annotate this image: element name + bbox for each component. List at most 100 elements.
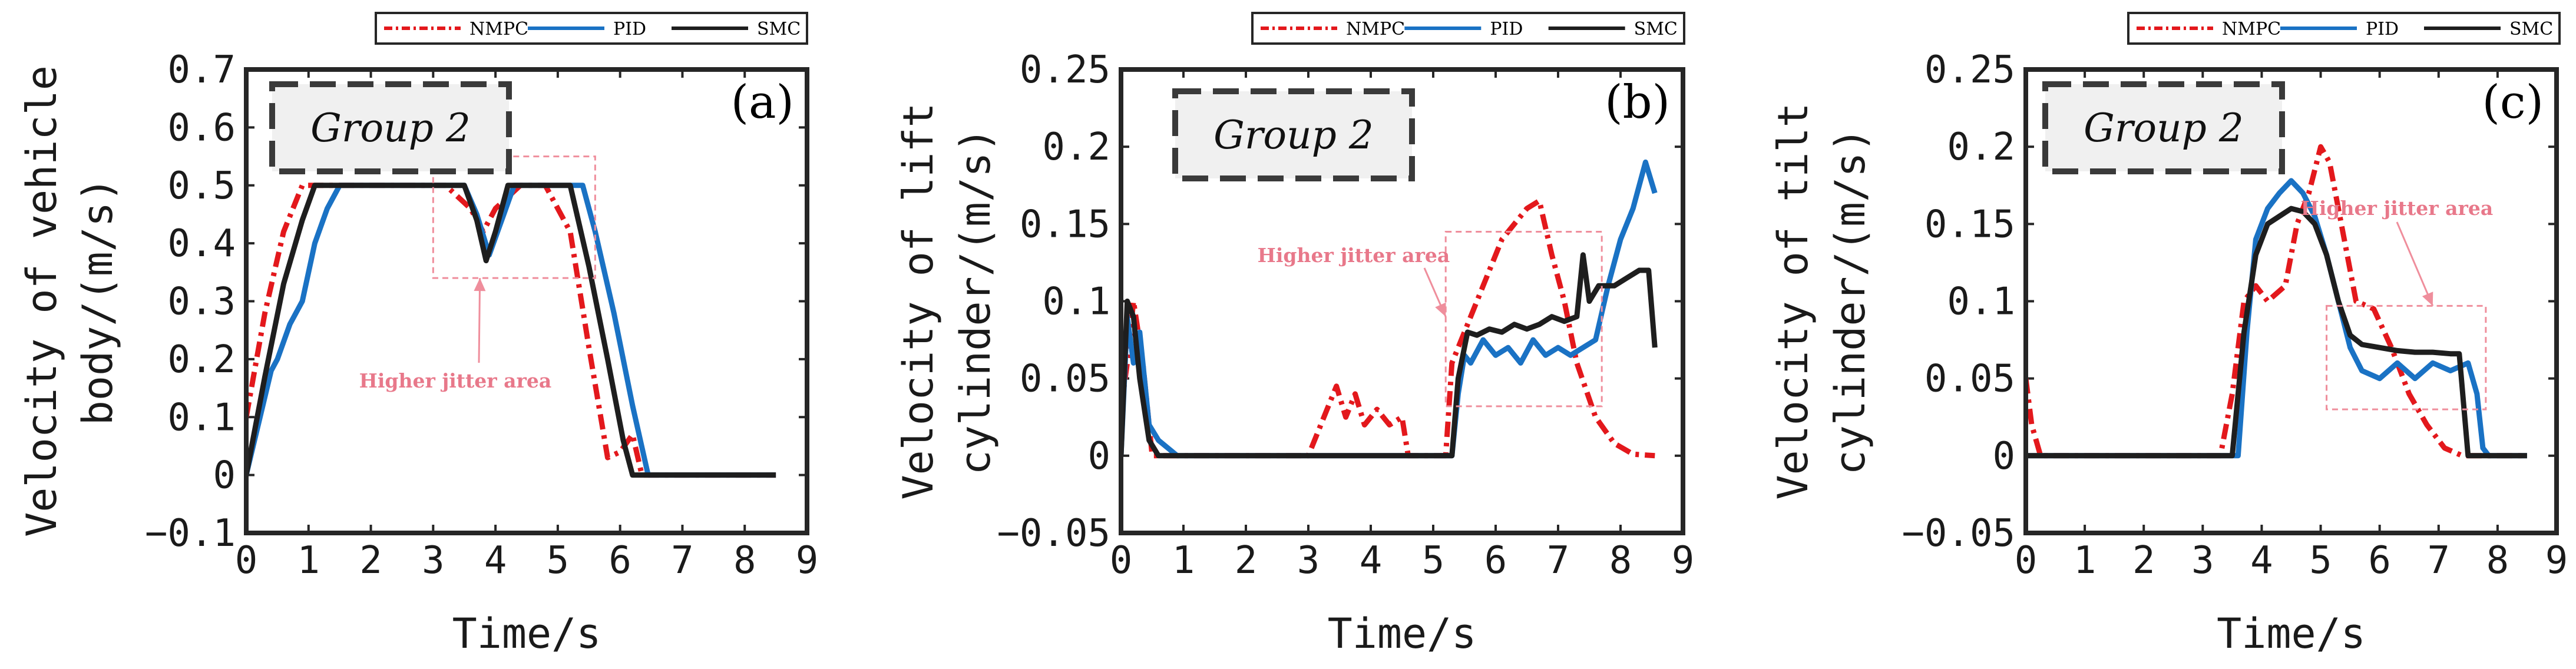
series-line-smc xyxy=(2026,206,2527,459)
jitter-box xyxy=(432,155,596,279)
legend: NMPC PID SMC xyxy=(375,12,808,45)
y-tick-label: 0 xyxy=(1087,435,1110,478)
x-tick-label: 6 xyxy=(2368,539,2391,582)
x-tick-label: 5 xyxy=(547,539,570,582)
legend-label-smc: SMC xyxy=(757,19,801,39)
series-line-pid xyxy=(246,183,776,478)
y-tick-label: 0 xyxy=(1992,435,2015,478)
series-line-nmpc xyxy=(1121,198,1655,459)
x-tick-label: 8 xyxy=(1609,539,1632,582)
x-tick-label: 6 xyxy=(1484,539,1507,582)
series-line-smc xyxy=(1121,252,1658,459)
x-axis-label: Time/s xyxy=(452,610,601,658)
y-axis-label-line: Velocity of tilt xyxy=(1769,102,1817,499)
x-tick-label: 0 xyxy=(2015,539,2038,582)
x-tick-label: 1 xyxy=(1172,539,1195,582)
y-axis-label-line: cylinder/(m/s) xyxy=(951,127,1000,475)
jitter-arrow-head xyxy=(474,278,486,292)
x-tick-label: 9 xyxy=(1672,539,1695,582)
legend-label-pid: PID xyxy=(2366,19,2399,39)
jitter-annotation: Higher jitter area xyxy=(2301,197,2494,220)
legend-label-pid: PID xyxy=(613,19,646,39)
y-tick-label: 0.1 xyxy=(167,396,236,439)
y-tick-label: −0.05 xyxy=(997,512,1110,555)
y-tick-label: 0.7 xyxy=(167,48,236,92)
x-tick-label: 2 xyxy=(359,539,382,582)
jitter-arrow-head xyxy=(1435,302,1446,317)
x-tick-label: 3 xyxy=(2191,539,2214,582)
y-tick-label: −0.1 xyxy=(145,512,236,555)
y-tick-label: 0.1 xyxy=(1947,280,2015,324)
x-tick-label: 7 xyxy=(2428,539,2451,582)
group-label: Group 2 xyxy=(1213,112,1374,158)
x-tick-label: 2 xyxy=(1235,539,1258,582)
y-tick-label: 0.2 xyxy=(1947,125,2015,169)
y-tick-label: 0.5 xyxy=(167,164,236,208)
series-line-smc xyxy=(246,183,776,478)
y-axis-label-line: Velocity of vehicle xyxy=(18,65,66,537)
y-tick-label: 0 xyxy=(213,454,236,498)
x-tick-label: 1 xyxy=(297,539,320,582)
legend: NMPC PID SMC xyxy=(1251,12,1685,45)
group-label: Group 2 xyxy=(310,105,471,151)
y-tick-label: 0.25 xyxy=(1020,48,1110,92)
jitter-arrow xyxy=(478,278,481,363)
jitter-box xyxy=(2326,304,2487,410)
x-axis-label: Time/s xyxy=(2217,610,2366,658)
x-tick-label: 0 xyxy=(1110,539,1133,582)
x-tick-label: 3 xyxy=(1297,539,1320,582)
chart-panel-b: 0 1 2 3 4 5 6 7 8 9−0.0500.050.10.150.20.25Higher… xyxy=(894,12,1695,658)
series-line-pid xyxy=(2026,178,2527,459)
axes-frame xyxy=(1119,67,1685,535)
y-tick-label: 0.2 xyxy=(167,338,236,382)
y-tick-label: 0.05 xyxy=(1020,357,1110,401)
y-tick-label: 0.15 xyxy=(1924,203,2015,246)
legend-label-smc: SMC xyxy=(1634,19,1678,39)
axes-frame xyxy=(244,67,809,535)
x-tick-label: 4 xyxy=(2250,539,2273,582)
jitter-annotation: Higher jitter area xyxy=(359,369,552,392)
y-tick-label: 0.4 xyxy=(167,222,236,266)
panel-label: (a) xyxy=(731,76,794,129)
y-axis-label-line: Velocity of lift xyxy=(894,102,943,499)
legend-label-nmpc: NMPC xyxy=(2222,19,2281,39)
jitter-box xyxy=(1444,230,1603,408)
y-axis-label-line: body/(m/s) xyxy=(74,177,122,425)
legend-label-smc: SMC xyxy=(2509,19,2553,39)
x-tick-label: 4 xyxy=(1360,539,1383,582)
x-tick-label: 9 xyxy=(796,539,819,582)
legend-label-nmpc: NMPC xyxy=(1346,19,1405,39)
x-tick-label: 3 xyxy=(422,539,445,582)
group-label: Group 2 xyxy=(2084,105,2244,151)
x-tick-label: 4 xyxy=(484,539,507,582)
x-tick-label: 6 xyxy=(609,539,631,582)
legend-label-pid: PID xyxy=(1490,19,1523,39)
x-tick-label: 7 xyxy=(1547,539,1570,582)
chart-panel-a: 0 1 2 3 4 5 6 7 8 9−0.100.10.20.30.40.50.60.7High… xyxy=(18,12,819,658)
group-box xyxy=(1172,88,1415,181)
y-tick-label: 0.6 xyxy=(167,106,236,150)
jitter-arrow-head xyxy=(2422,292,2433,306)
x-tick-label: 5 xyxy=(1422,539,1445,582)
panel-label: (b) xyxy=(1605,76,1670,129)
x-tick-label: 8 xyxy=(733,539,756,582)
series-line-pid xyxy=(1121,159,1658,459)
x-axis-label: Time/s xyxy=(1328,610,1477,658)
jitter-arrow xyxy=(2396,221,2434,306)
y-tick-label: 0.1 xyxy=(1042,280,1110,324)
series-line-nmpc xyxy=(246,183,776,478)
y-tick-label: 0.05 xyxy=(1924,357,2015,401)
x-tick-label: 8 xyxy=(2486,539,2509,582)
y-axis-label-line: cylinder/(m/s) xyxy=(1826,127,1874,475)
y-tick-label: 0.3 xyxy=(167,280,236,324)
jitter-annotation: Higher jitter area xyxy=(1258,244,1450,267)
y-tick-label: 0.25 xyxy=(1924,48,2015,92)
legend-label-nmpc: NMPC xyxy=(469,19,528,39)
x-tick-label: 9 xyxy=(2545,539,2568,582)
y-tick-label: 0.15 xyxy=(1020,203,1110,246)
x-tick-label: 0 xyxy=(235,539,258,582)
y-tick-label: 0.2 xyxy=(1042,125,1110,169)
x-tick-label: 2 xyxy=(2132,539,2155,582)
x-tick-label: 5 xyxy=(2309,539,2332,582)
